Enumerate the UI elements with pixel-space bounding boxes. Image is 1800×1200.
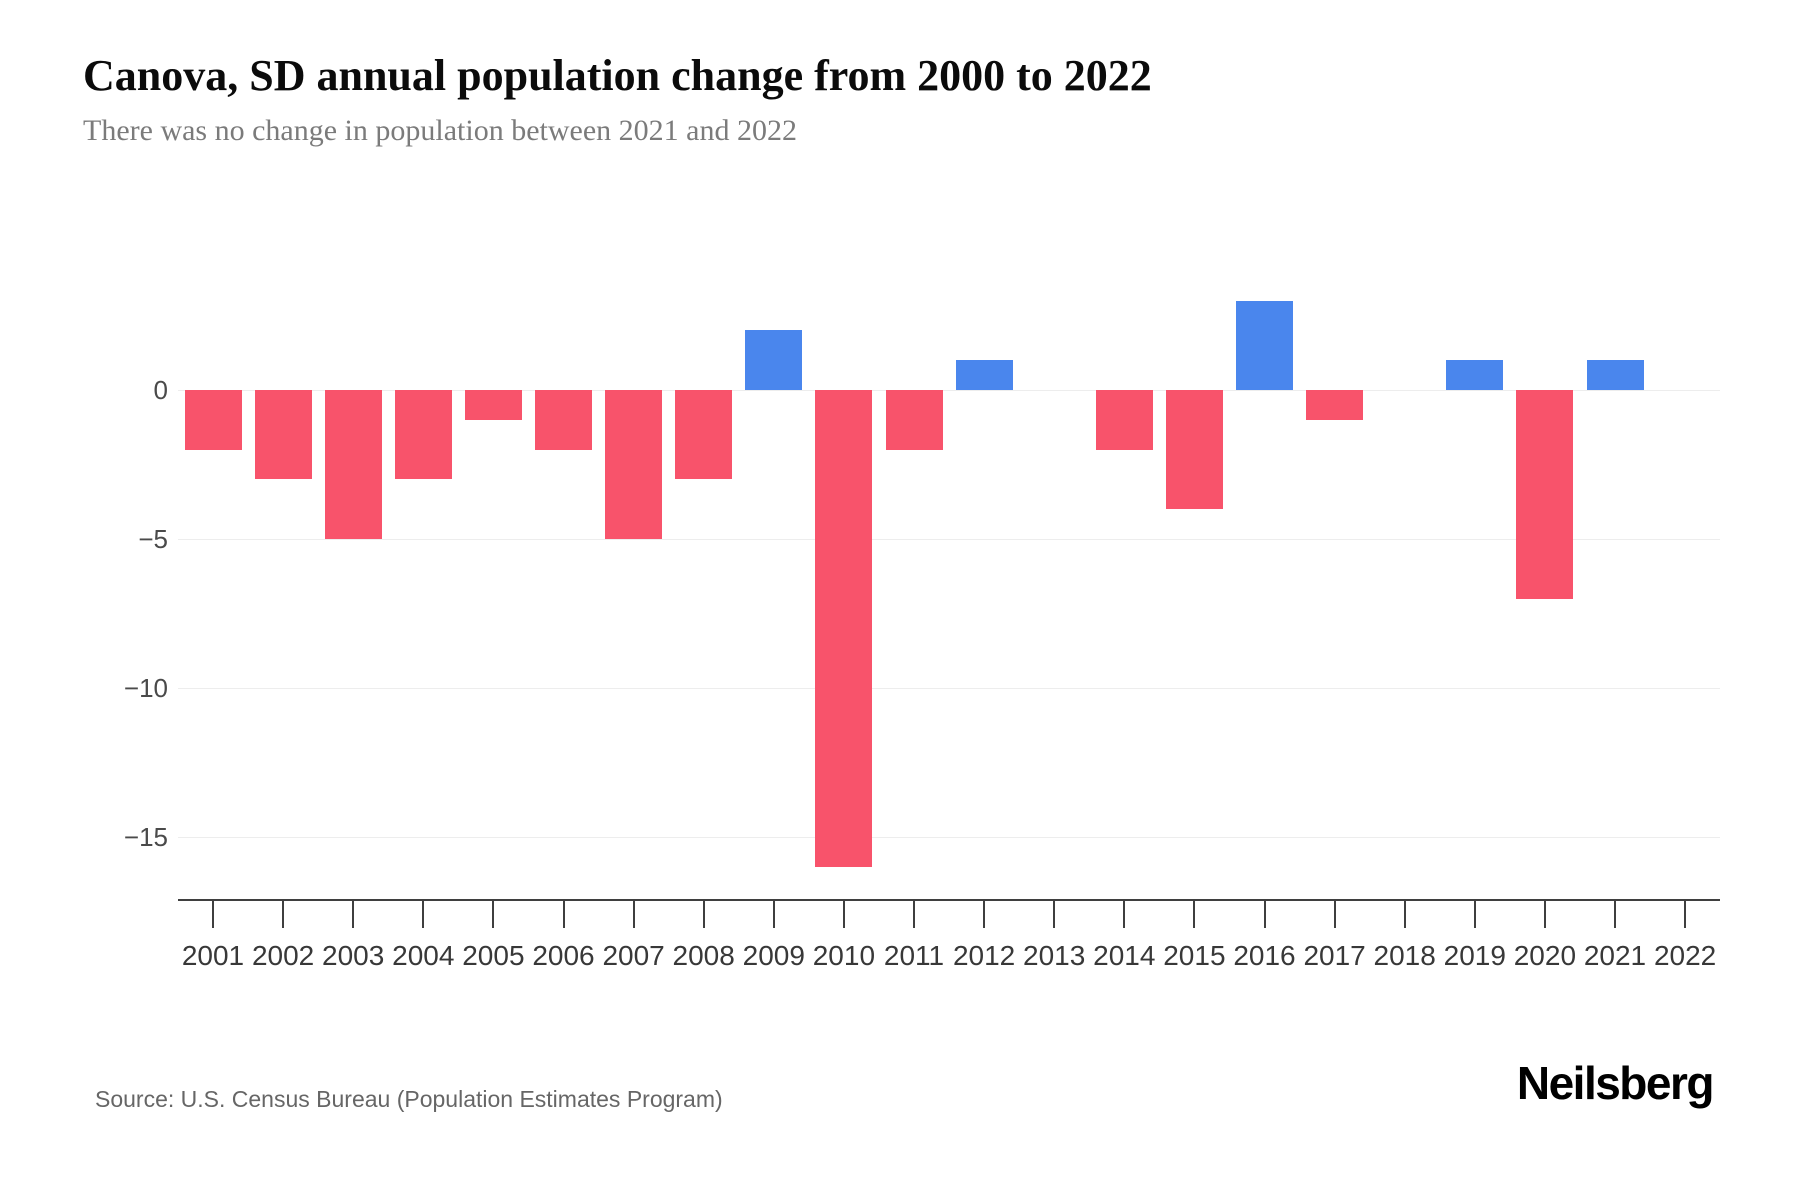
bar-2014[interactable] <box>1095 390 1153 450</box>
x-axis-tick <box>422 900 425 928</box>
bar-2020[interactable] <box>1516 390 1574 599</box>
bar-2001[interactable] <box>184 390 242 450</box>
x-axis-tick <box>352 900 355 928</box>
x-axis-tick <box>562 900 565 928</box>
chart-title: Canova, SD annual population change from… <box>83 51 1152 100</box>
x-axis-tick-label: 2021 <box>1583 940 1647 971</box>
x-axis-tick-label: 2006 <box>532 940 595 971</box>
x-axis-tick-label: 2020 <box>1513 940 1577 971</box>
x-axis-tick-label: 2013 <box>1023 940 1086 971</box>
x-axis-tick <box>772 900 775 928</box>
x-axis-tick-label: 2012 <box>952 940 1016 971</box>
x-axis-tick-label: 2016 <box>1233 940 1296 971</box>
bar-2007[interactable] <box>605 390 663 539</box>
y-axis-tick-label: −10 <box>123 673 168 703</box>
x-axis-tick <box>632 900 635 928</box>
y-axis-tick-label: −5 <box>138 524 168 554</box>
x-axis-tick-label: 2004 <box>392 940 455 971</box>
x-axis-tick-label: 2005 <box>462 940 525 971</box>
x-axis-tick-label: 2010 <box>812 940 876 971</box>
bar-2005[interactable] <box>464 390 522 420</box>
x-axis-tick-label: 2011 <box>883 940 945 971</box>
x-axis-tick-label: 2018 <box>1373 940 1436 971</box>
bar-2021[interactable] <box>1586 360 1644 390</box>
source-note: Source: U.S. Census Bureau (Population E… <box>95 1086 723 1112</box>
x-axis-tick <box>1263 900 1266 928</box>
x-axis-tick-label: 2001 <box>181 940 245 971</box>
x-axis-tick <box>1473 900 1476 928</box>
bar-2015[interactable] <box>1165 390 1223 510</box>
bar-2010[interactable] <box>815 390 873 867</box>
bar-2008[interactable] <box>675 390 733 480</box>
x-axis-tick-label: 2015 <box>1163 940 1226 971</box>
x-axis-tick <box>913 900 915 928</box>
x-axis-tick <box>1684 900 1687 928</box>
x-axis-tick <box>1614 900 1616 928</box>
bar-2012[interactable] <box>955 360 1013 390</box>
brand-logo: Neilsberg <box>1516 1057 1715 1109</box>
x-axis-tick-label: 2002 <box>251 940 315 971</box>
x-axis-tick <box>1333 900 1336 928</box>
x-axis-tick-label: 2008 <box>672 940 735 971</box>
y-axis-tick-label: 0 <box>153 375 168 405</box>
x-axis-tick-label: 2003 <box>322 940 385 971</box>
x-axis-tick <box>842 900 845 928</box>
x-axis-tick-label: 2014 <box>1093 940 1156 971</box>
x-axis-tick <box>702 900 705 928</box>
x-axis-tick-label: 2022 <box>1653 940 1717 971</box>
y-gridline <box>178 687 1720 689</box>
bar-2009[interactable] <box>745 330 803 390</box>
x-axis-line <box>178 899 1720 901</box>
x-axis-tick-label: 2017 <box>1303 940 1366 971</box>
bar-2006[interactable] <box>535 390 592 450</box>
x-axis-tick <box>1053 900 1056 928</box>
x-axis-tick <box>1403 900 1406 928</box>
x-axis-tick <box>1123 900 1126 928</box>
bar-2002[interactable] <box>254 390 312 480</box>
x-axis-tick <box>492 900 495 928</box>
bar-2016[interactable] <box>1236 300 1293 390</box>
x-axis-tick <box>983 900 986 928</box>
x-axis-tick <box>282 900 285 928</box>
bar-2019[interactable] <box>1446 360 1504 390</box>
bar-2004[interactable] <box>394 390 452 480</box>
y-gridline <box>178 389 1720 391</box>
bar-2003[interactable] <box>324 390 382 539</box>
x-axis-tick <box>212 900 214 928</box>
bar-2011[interactable] <box>885 390 943 450</box>
y-gridline <box>178 836 1720 838</box>
bar-2017[interactable] <box>1306 390 1364 420</box>
x-axis-tick <box>1543 900 1546 928</box>
x-axis-tick-label: 2007 <box>602 940 665 971</box>
x-axis-tick <box>1193 900 1196 928</box>
x-axis-tick-label: 2019 <box>1443 940 1506 971</box>
chart-subtitle: There was no change in population betwee… <box>83 114 797 147</box>
x-axis-tick-label: 2009 <box>742 940 805 971</box>
y-gridline <box>178 538 1720 540</box>
y-axis-tick-label: −15 <box>123 822 168 852</box>
